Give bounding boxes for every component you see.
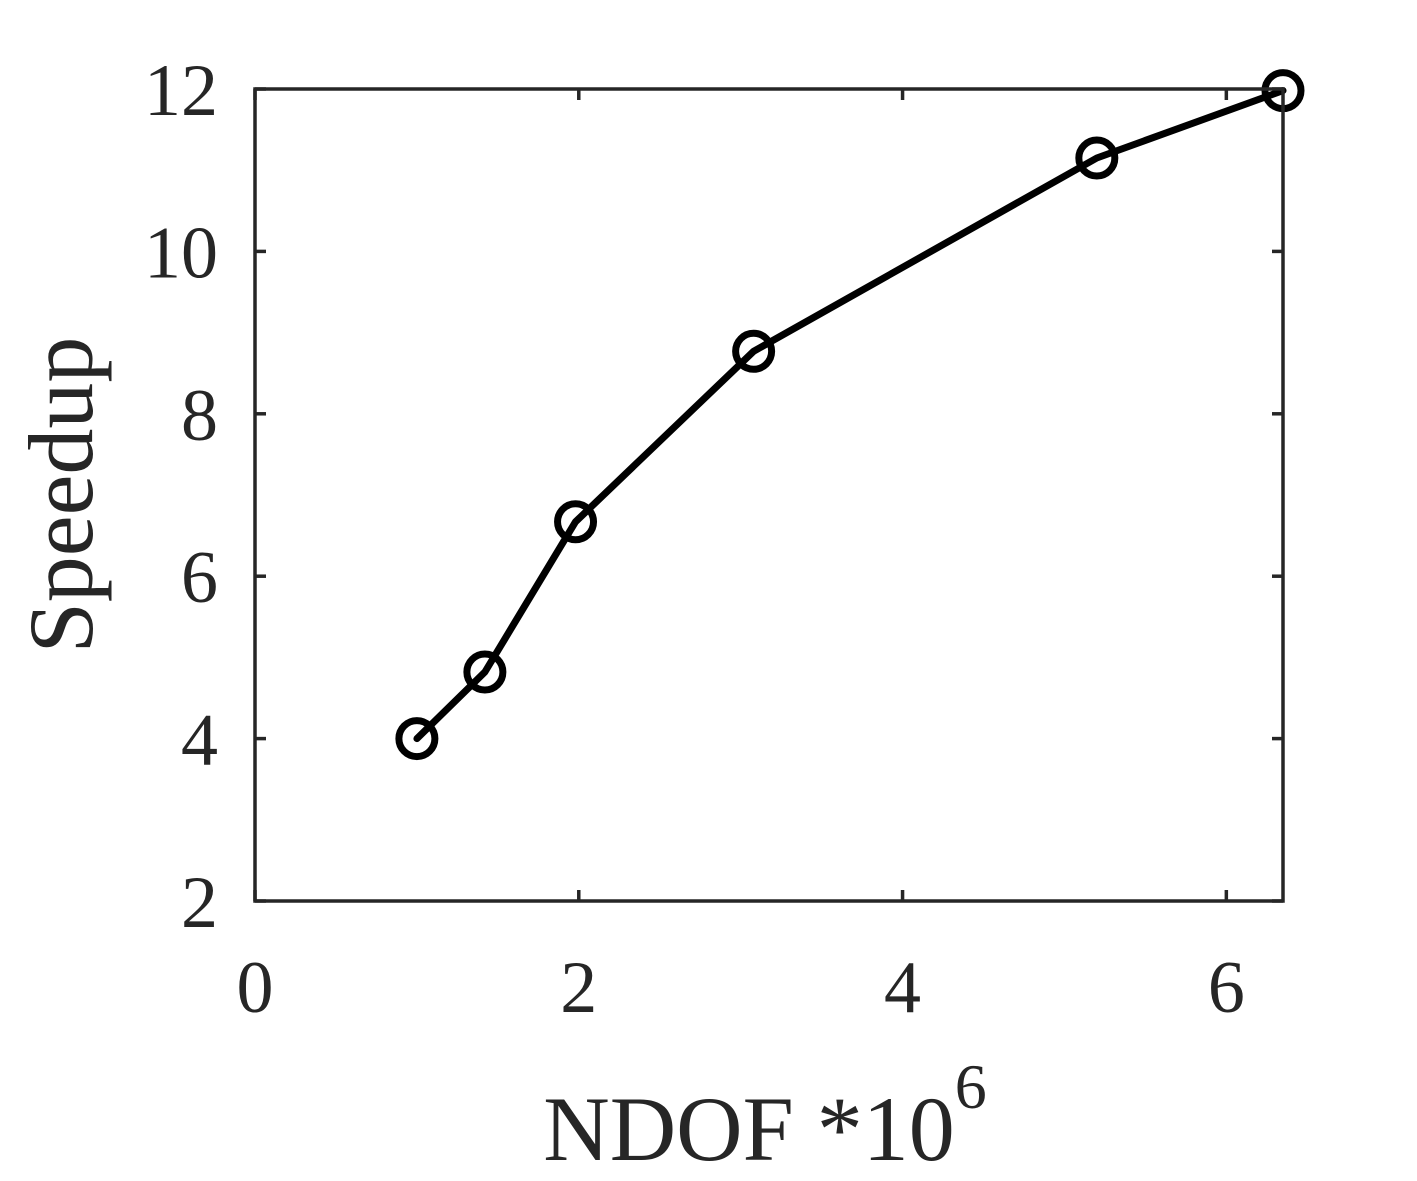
plot-frame xyxy=(253,87,1285,903)
y-tick-label: 12 xyxy=(144,50,218,132)
x-tick-label: 0 xyxy=(237,947,274,1029)
y-tick-label: 8 xyxy=(181,375,218,457)
y-tick-label: 6 xyxy=(181,537,218,619)
x-axis-label-base: NDOF *10 xyxy=(543,1078,954,1180)
data-point-marker xyxy=(1075,136,1119,180)
x-tick-label: 2 xyxy=(560,947,597,1029)
x-tick-labels: 0 2 4 6 xyxy=(237,947,1245,1029)
x-axis-label: NDOF *106 xyxy=(543,1051,986,1180)
y-tick-label: 2 xyxy=(181,862,218,944)
data-point-marker xyxy=(395,717,439,761)
x-tick-label: 6 xyxy=(1208,947,1245,1029)
y-axis-label: Speedup xyxy=(10,337,112,654)
plot-background xyxy=(255,89,1283,901)
data-point-marker xyxy=(732,329,776,373)
y-tick-label: 4 xyxy=(181,700,218,782)
data-point-marker xyxy=(463,650,507,694)
data-point-marker xyxy=(554,500,598,544)
y-tick-label: 10 xyxy=(144,212,218,294)
x-tick-label: 4 xyxy=(884,947,921,1029)
axis-ticks xyxy=(253,87,1283,903)
y-tick-labels: 2 4 6 8 10 12 xyxy=(144,50,218,944)
x-axis-label-exponent: 6 xyxy=(955,1051,987,1122)
